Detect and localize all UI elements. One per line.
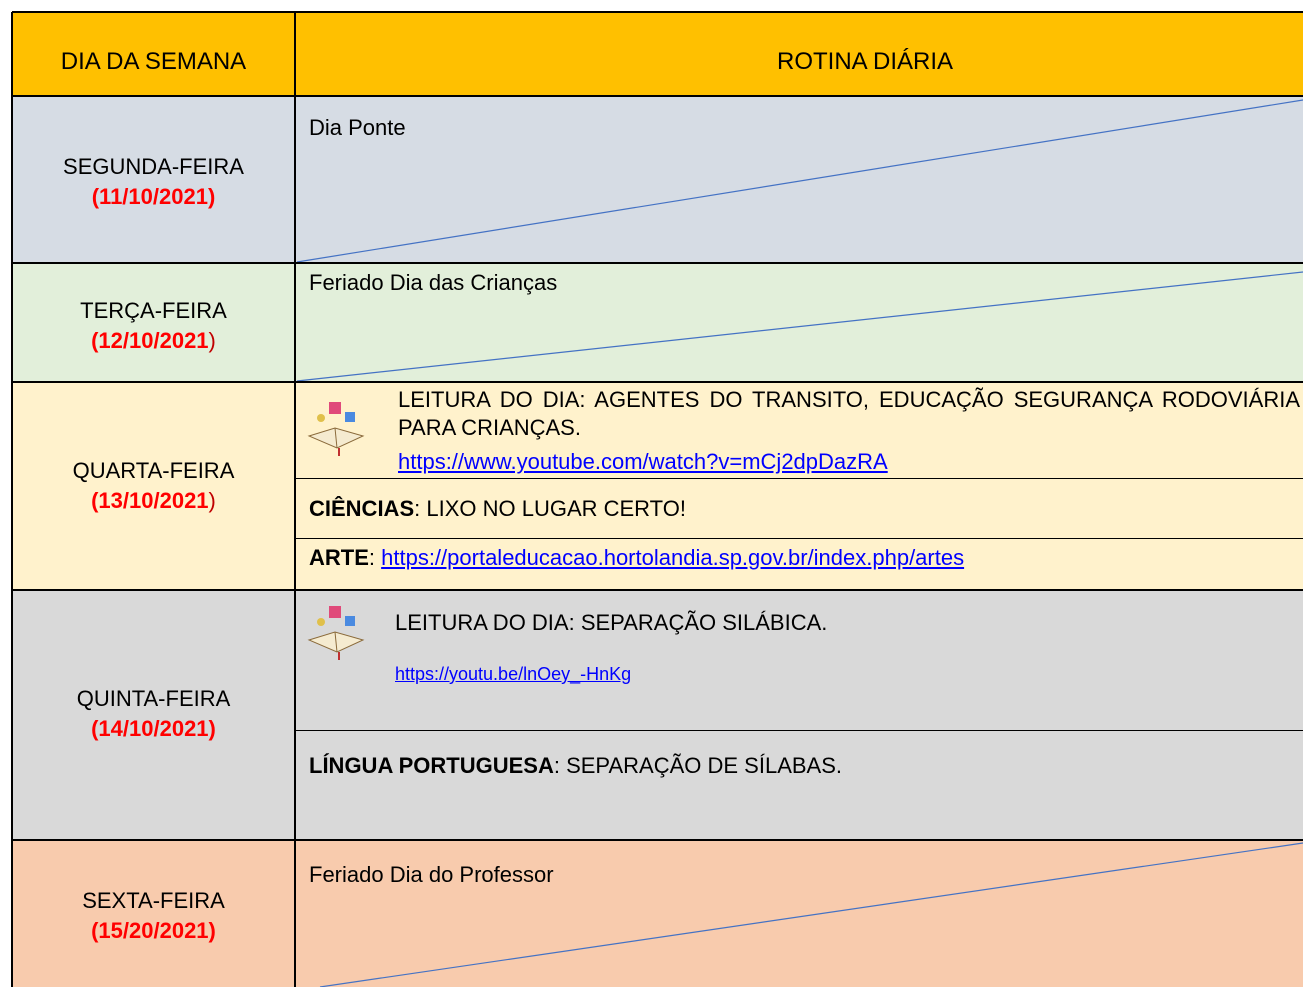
entry-text: : LIXO NO LUGAR CERTO! (414, 496, 686, 521)
entry: CIÊNCIAS: LIXO NO LUGAR CERTO! (309, 495, 686, 523)
entry: Dia Ponte (309, 115, 406, 140)
subject: ARTE (309, 545, 369, 570)
entry: LEITURA DO DIA: AGENTES DO TRANSITO, EDU… (398, 387, 1300, 440)
date-close: ) (208, 328, 216, 353)
date: (14/10/2021) (91, 716, 216, 741)
day: TERÇA-FEIRA (80, 298, 227, 323)
entry-text: : SEPARAÇÃO DE SÍLABAS. (553, 753, 842, 778)
entry-text: : (368, 545, 382, 570)
entry: LÍNGUA PORTUGUESA: SEPARAÇÃO DE SÍLABAS. (309, 752, 842, 780)
row-bg (12, 590, 1303, 840)
link[interactable]: https://youtu.be/lnOey_-HnKg (395, 664, 632, 684)
day: SEXTA-FEIRA (82, 888, 225, 913)
date: (15/20/2021) (91, 918, 216, 943)
link[interactable]: https://www.youtube.com/watch?v=mCj2dpDa… (398, 449, 888, 474)
entry: Feriado Dia das Crianças (309, 270, 558, 295)
date: (13/10/2021 (91, 488, 209, 513)
header-routine: ROTINA DIÁRIA (776, 48, 954, 75)
day-cell: QUINTA-FEIRA (14/10/2021) (12, 684, 295, 744)
header-day: DIA DA SEMANA (60, 48, 247, 75)
day: SEGUNDA-FEIRA (63, 154, 244, 179)
entry: Feriado Dia do Professor (309, 862, 554, 887)
row-bg (12, 96, 1303, 263)
entry: LEITURA DO DIA: SEPARAÇÃO SILÁBICA. (395, 610, 828, 635)
subject: LÍNGUA PORTUGUESA (309, 753, 554, 778)
day-cell: QUARTA-FEIRA (13/10/2021) (12, 456, 295, 516)
entry: ARTE: https://portaleducacao.hortolandia… (309, 544, 964, 572)
book-icon (307, 606, 365, 660)
date: (11/10/2021) (91, 184, 216, 209)
border (12, 95, 1303, 97)
row-bg (12, 263, 1303, 382)
date: (12/10/2021 (91, 328, 209, 353)
border (295, 478, 1303, 479)
day: QUINTA-FEIRA (76, 686, 231, 711)
day: QUARTA-FEIRA (72, 458, 235, 483)
border (12, 262, 1303, 264)
book-icon (307, 402, 365, 456)
day-cell: SEGUNDA-FEIRA (11/10/2021) (12, 152, 295, 212)
border (12, 381, 1303, 383)
diagonal (296, 271, 1303, 382)
date-close: ) (208, 488, 216, 513)
border (294, 12, 296, 987)
border (11, 12, 13, 987)
border (12, 589, 1303, 591)
row-bg (12, 382, 1303, 590)
subject: CIÊNCIAS (309, 496, 415, 521)
border (12, 11, 1303, 13)
row-bg (12, 840, 1303, 987)
day-cell: SEXTA-FEIRA (15/20/2021) (12, 886, 295, 946)
link[interactable]: https://portaleducacao.hortolandia.sp.go… (381, 545, 965, 570)
diagonal (319, 842, 1303, 987)
diagonal (296, 99, 1303, 263)
day-cell: TERÇA-FEIRA (12/10/2021) (12, 296, 295, 356)
border (295, 538, 1303, 539)
header-bg (12, 12, 1303, 96)
border (12, 839, 1303, 841)
border (295, 730, 1303, 731)
